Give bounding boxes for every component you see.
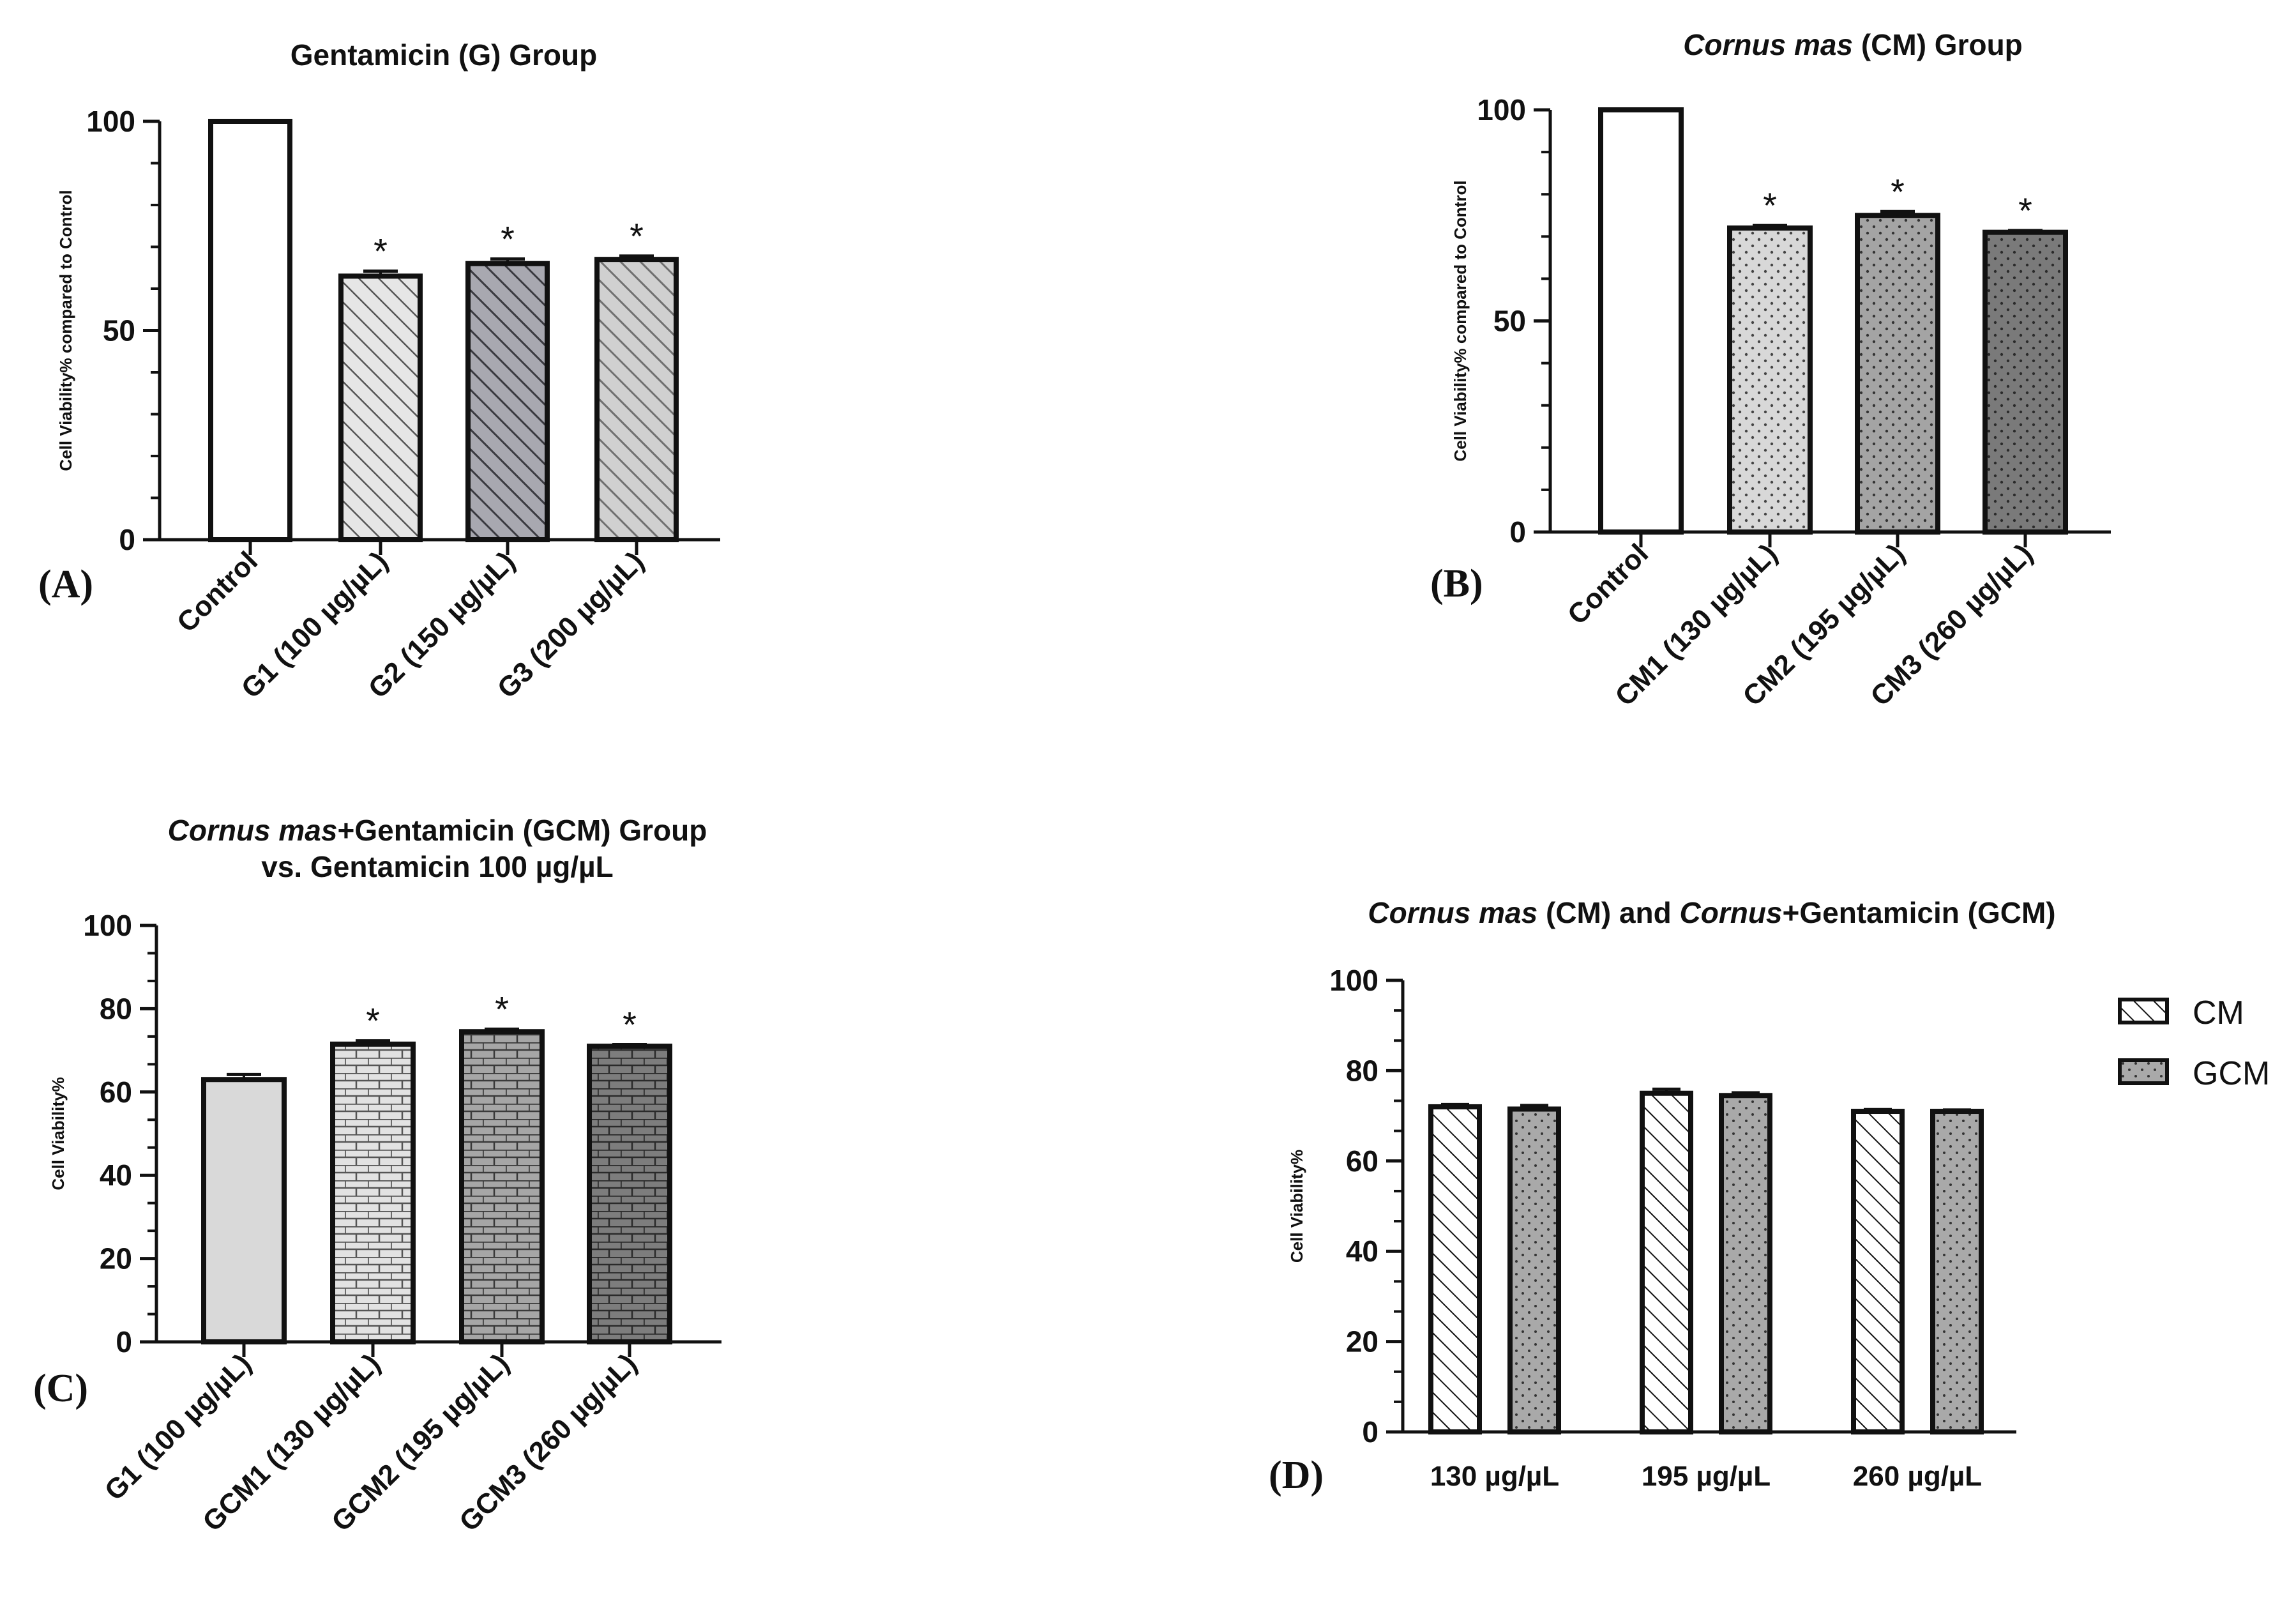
panel-d-title: Cornus mas (CM) and Cornus+Gentamicin (G… <box>1368 896 2055 929</box>
panel-a-title: Gentamicin (G) Group <box>291 38 597 72</box>
panel-a-significance-star: * <box>374 231 388 271</box>
panel-c-bar <box>330 1041 416 1344</box>
panel-c-bar <box>201 1077 287 1344</box>
panel-c-title: Cornus mas+Gentamicin (GCM) Group <box>168 814 707 847</box>
panel-d-panel-label: (D) <box>1269 1454 1324 1497</box>
panel-d-y-tick-label: 20 <box>1346 1325 1378 1358</box>
panel-a-y-tick-label: 0 <box>119 523 135 556</box>
panel-d-legend-swatch <box>2118 998 2169 1024</box>
panel-d-category-label: 195 µg/µL <box>1642 1461 1771 1492</box>
panel-b-bar <box>1855 213 1940 535</box>
panel-c-y-axis-label: Cell Viability% <box>49 1077 68 1190</box>
panel-c-title-line2: vs. Gentamicin 100 µg/µL <box>261 850 614 883</box>
panel-c-y-tick-label: 60 <box>100 1076 132 1109</box>
panel-d-legend-label: GCM <box>2193 1055 2270 1092</box>
panel-b-title-segment: Cornus mas <box>1683 28 1853 61</box>
panel-b-significance-star: * <box>1763 185 1777 225</box>
panel-a-panel-label: (A) <box>38 563 93 606</box>
panel-c-y-tick-label: 100 <box>83 909 132 942</box>
panel-c-y-tick-label: 0 <box>116 1325 132 1358</box>
panel-c-y-tick-label: 20 <box>100 1242 132 1275</box>
panel-a-significance-star: * <box>501 218 515 259</box>
panel-d-title-segment: (CM) and <box>1537 896 1679 929</box>
panel-b-title-segment: (CM) Group <box>1853 28 2023 61</box>
panel-c-panel-label: (C) <box>33 1367 88 1410</box>
panel-d-title-segment: Cornus <box>1680 896 1783 929</box>
panel-b-significance-star: * <box>1891 171 1905 211</box>
panel-a-y-tick-label: 100 <box>86 105 135 138</box>
panel-b-category-label: Control <box>1562 538 1654 630</box>
panel-b-panel-label: (B) <box>1430 562 1483 605</box>
panel-d-legend-swatch <box>2118 1058 2169 1085</box>
panel-a-bar <box>208 119 292 542</box>
panel-d-y-tick-label: 40 <box>1346 1235 1378 1268</box>
panel-a-category-label: Control <box>171 545 264 638</box>
panel-a-bar <box>594 257 679 542</box>
panel-d-title-segment: Cornus mas <box>1368 896 1537 929</box>
panel-d-y-axis-label: Cell Viability% <box>1287 1150 1306 1263</box>
panel-c-bar <box>587 1044 672 1344</box>
panel-b: Cornus mas (CM) Group (B) 0 50 100 Cell Viabi… <box>1430 28 2111 712</box>
panel-a-bar <box>465 261 550 542</box>
panel-b-significance-star: * <box>2018 190 2032 231</box>
panel-d-y-tick-label: 100 <box>1329 964 1378 997</box>
panel-c-y-tick-label: 80 <box>100 992 132 1025</box>
panel-d-bar-gcm <box>1930 1109 1984 1435</box>
panel-d-bar-gcm <box>1507 1106 1561 1434</box>
panel-c-significance-star: * <box>366 1001 380 1041</box>
panel-c-y-tick-label: 40 <box>100 1159 132 1192</box>
panel-d: Cornus mas (CM) and Cornus+Gentamicin (G… <box>1269 896 2270 1497</box>
panel-d-bar-cm <box>1851 1109 1905 1435</box>
panel-a-bar <box>338 273 423 542</box>
panel-d-legend-label: CM <box>2193 994 2244 1031</box>
panel-c-significance-star: * <box>495 989 509 1029</box>
panel-d-category-label: 130 µg/µL <box>1430 1461 1559 1492</box>
panel-a-y-tick-label: 50 <box>103 314 135 347</box>
panel-a: Gentamicin (G) Group (A) 0 50 100 Cell Viabil… <box>38 38 720 704</box>
panel-b-title: Cornus mas (CM) Group <box>1683 28 2023 61</box>
panel-b-bar <box>1598 107 1684 535</box>
panel-d-bar-cm <box>1640 1090 1693 1434</box>
panel-d-title-segment: +Gentamicin (GCM) <box>1783 896 2056 929</box>
panel-c-title-segment: Cornus mas <box>168 814 338 847</box>
panel-b-bar <box>1983 229 2068 535</box>
panel-a-significance-star: * <box>630 216 644 256</box>
panel-b-bar <box>1727 225 1813 535</box>
panel-d-y-tick-label: 0 <box>1362 1415 1378 1449</box>
panel-d-bar-gcm <box>1719 1093 1772 1435</box>
panel-b-y-tick-label: 50 <box>1493 305 1526 338</box>
panel-a-title-segment: Gentamicin (G) Group <box>291 38 597 72</box>
panel-d-bar-cm <box>1428 1104 1482 1434</box>
panel-d-category-label: 260 µg/µL <box>1853 1461 1982 1492</box>
panel-b-y-axis-label: Cell Viability% compared to Control <box>1451 180 1470 461</box>
panel-a-y-axis-label: Cell Viability% compared to Control <box>56 190 75 471</box>
panel-d-y-tick-label: 80 <box>1346 1054 1378 1087</box>
panel-c-title-segment: +Gentamicin (GCM) Group <box>337 814 707 847</box>
panel-c-significance-star: * <box>623 1004 637 1044</box>
panel-d-y-tick-label: 60 <box>1346 1145 1378 1178</box>
panel-c-bar <box>459 1029 545 1344</box>
panel-b-y-tick-label: 0 <box>1509 515 1526 549</box>
panel-b-y-tick-label: 100 <box>1477 93 1526 126</box>
